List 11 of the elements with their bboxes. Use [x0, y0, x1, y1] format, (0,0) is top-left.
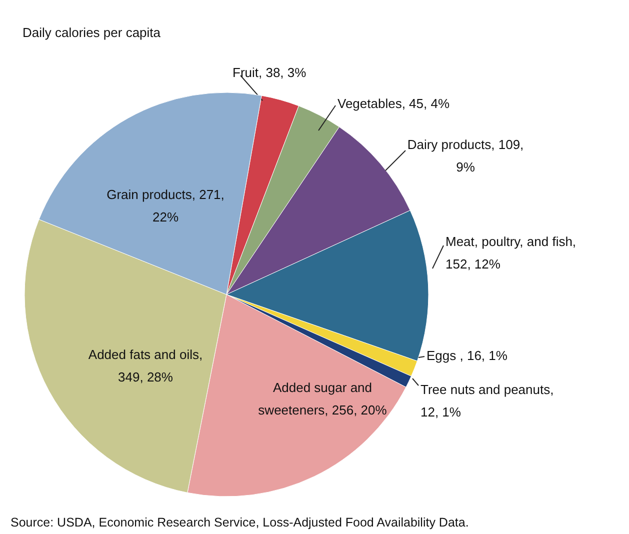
source-note: Source: USDA, Economic Research Service, Loss-Adjusted Food Availability Data.	[10, 516, 469, 530]
slice-label: Added sugar and sweeteners, 256, 20%	[258, 380, 388, 418]
slice-label: Fruit, 38, 3%	[232, 65, 307, 80]
slice-label: Vegetables, 45, 4%	[338, 96, 450, 111]
slice-label: Grain products, 271, 22%	[106, 186, 224, 224]
slice-label: Added fats and oils, 349, 28%	[88, 346, 203, 384]
slice-label: Meat, poultry, and fish, 152, 12%	[446, 234, 576, 272]
slice-label: Eggs , 16, 1%	[426, 348, 508, 363]
slice-label: Tree nuts and peanuts, 12, 1%	[420, 382, 554, 420]
slice-label: Dairy products, 109, 9%	[407, 136, 524, 174]
chart-title: Daily calories per capita	[22, 25, 162, 40]
